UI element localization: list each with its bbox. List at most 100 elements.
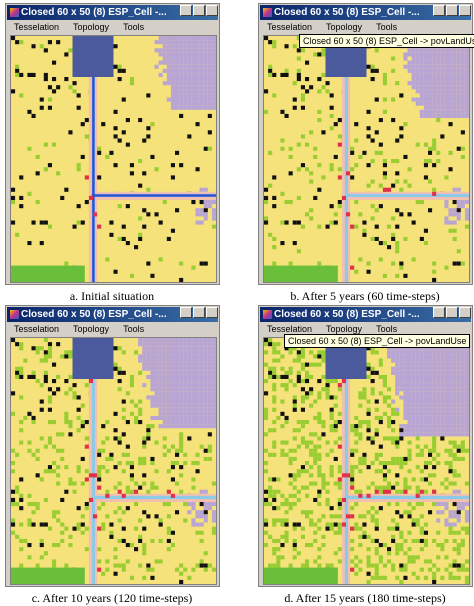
black-cell bbox=[19, 175, 24, 180]
vegetation-cell bbox=[19, 420, 24, 425]
vegetation-cell bbox=[105, 514, 110, 519]
urban-cell bbox=[175, 354, 180, 359]
black-cell bbox=[268, 370, 273, 375]
urban-cell bbox=[154, 387, 159, 392]
urban-cell bbox=[436, 72, 441, 77]
minimize-button[interactable] bbox=[433, 307, 445, 318]
vegetation-cell bbox=[39, 555, 44, 560]
minimize-button[interactable] bbox=[433, 5, 445, 16]
urban-cell bbox=[452, 407, 457, 412]
menu-item[interactable]: Topology bbox=[73, 324, 110, 334]
urban-cell bbox=[440, 370, 445, 375]
vegetation-cell bbox=[305, 444, 310, 449]
vegetation-cell bbox=[305, 543, 310, 548]
vegetation-cell bbox=[423, 444, 428, 449]
urban-cell bbox=[456, 346, 461, 351]
urban-cell bbox=[444, 354, 449, 359]
black-cell bbox=[47, 342, 52, 347]
black-cell bbox=[264, 391, 269, 396]
maximize-button[interactable] bbox=[193, 307, 205, 318]
menu-item[interactable]: Tools bbox=[376, 324, 398, 334]
urban-cell bbox=[183, 89, 188, 94]
maximize-button[interactable] bbox=[446, 307, 458, 318]
vegetation-cell bbox=[162, 444, 167, 449]
urban-cell bbox=[464, 208, 469, 213]
urban-cell bbox=[158, 383, 163, 388]
urban-cell bbox=[460, 432, 465, 437]
urban-cell bbox=[428, 64, 433, 69]
urban-cell bbox=[187, 379, 192, 384]
urban-cell bbox=[158, 374, 163, 379]
menu-item[interactable]: Tesselation bbox=[267, 22, 313, 32]
vegetation-cell bbox=[460, 154, 465, 159]
menu-item[interactable]: Tesselation bbox=[267, 324, 313, 334]
vegetation-cell bbox=[101, 502, 106, 507]
urban-cell bbox=[191, 366, 196, 371]
vegetation-cell bbox=[395, 547, 400, 552]
vegetation-cell bbox=[305, 212, 310, 217]
black-cell bbox=[317, 489, 322, 494]
minimize-button[interactable] bbox=[180, 307, 192, 318]
black-cell bbox=[378, 118, 383, 123]
urban-cell bbox=[162, 424, 167, 429]
urban-cell bbox=[191, 379, 196, 384]
close-button[interactable] bbox=[206, 307, 218, 318]
vegetation-cell bbox=[313, 452, 318, 457]
vegetation-cell bbox=[436, 555, 441, 560]
close-button[interactable] bbox=[206, 5, 218, 16]
urban-cell bbox=[203, 518, 208, 523]
urban-cell bbox=[428, 101, 433, 106]
black-cell bbox=[313, 195, 318, 200]
urban-cell bbox=[407, 395, 412, 400]
menu-item[interactable]: Topology bbox=[326, 22, 363, 32]
maximize-button[interactable] bbox=[193, 5, 205, 16]
urban-cell bbox=[199, 342, 204, 347]
urban-cell bbox=[411, 383, 416, 388]
red-cell bbox=[350, 567, 355, 572]
urban-cell bbox=[187, 424, 192, 429]
urban-cell bbox=[452, 97, 457, 102]
urban-cell bbox=[411, 85, 416, 90]
black-cell bbox=[374, 526, 379, 531]
menu-item[interactable]: Tesselation bbox=[14, 324, 60, 334]
urban-cell bbox=[166, 342, 171, 347]
vegetation-cell bbox=[272, 346, 277, 351]
menu-item[interactable]: Tools bbox=[376, 22, 398, 32]
black-cell bbox=[72, 383, 77, 388]
black-cell bbox=[47, 407, 52, 412]
menu-item[interactable]: Tools bbox=[123, 324, 145, 334]
urban-cell bbox=[207, 354, 212, 359]
urban-cell bbox=[191, 502, 196, 507]
urban-cell bbox=[452, 89, 457, 94]
urban-cell bbox=[415, 379, 420, 384]
menu-item[interactable]: Tools bbox=[123, 22, 145, 32]
urban-cell bbox=[203, 48, 208, 53]
minimize-button[interactable] bbox=[180, 5, 192, 16]
black-cell bbox=[207, 432, 212, 437]
vegetation-cell bbox=[411, 538, 416, 543]
black-cell bbox=[428, 510, 433, 515]
maximize-button[interactable] bbox=[446, 5, 458, 16]
vegetation-cell bbox=[354, 269, 359, 274]
urban-cell bbox=[436, 93, 441, 98]
close-button[interactable] bbox=[459, 307, 471, 318]
vegetation-cell bbox=[374, 551, 379, 556]
close-button[interactable] bbox=[459, 5, 471, 16]
vegetation-cell bbox=[428, 481, 433, 486]
urban-cell bbox=[403, 424, 408, 429]
urban-cell bbox=[179, 60, 184, 65]
black-cell bbox=[31, 415, 36, 420]
vegetation-cell bbox=[19, 547, 24, 552]
vegetation-cell bbox=[374, 571, 379, 576]
menu-item[interactable]: Tesselation bbox=[14, 22, 60, 32]
urban-cell bbox=[407, 387, 412, 392]
menu-item[interactable]: Topology bbox=[73, 22, 110, 32]
vegetation-cell bbox=[52, 510, 57, 515]
urban-cell bbox=[460, 72, 465, 77]
vegetation-cell bbox=[337, 497, 342, 502]
vegetation-cell bbox=[305, 142, 310, 147]
menu-item[interactable]: Topology bbox=[326, 324, 363, 334]
urban-cell bbox=[183, 56, 188, 61]
urban-cell bbox=[419, 374, 424, 379]
urban-cell bbox=[432, 395, 437, 400]
